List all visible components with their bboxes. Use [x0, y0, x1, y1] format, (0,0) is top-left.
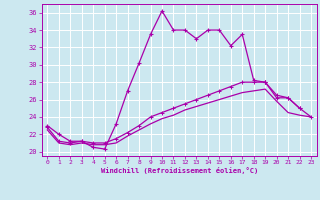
X-axis label: Windchill (Refroidissement éolien,°C): Windchill (Refroidissement éolien,°C): [100, 167, 258, 174]
